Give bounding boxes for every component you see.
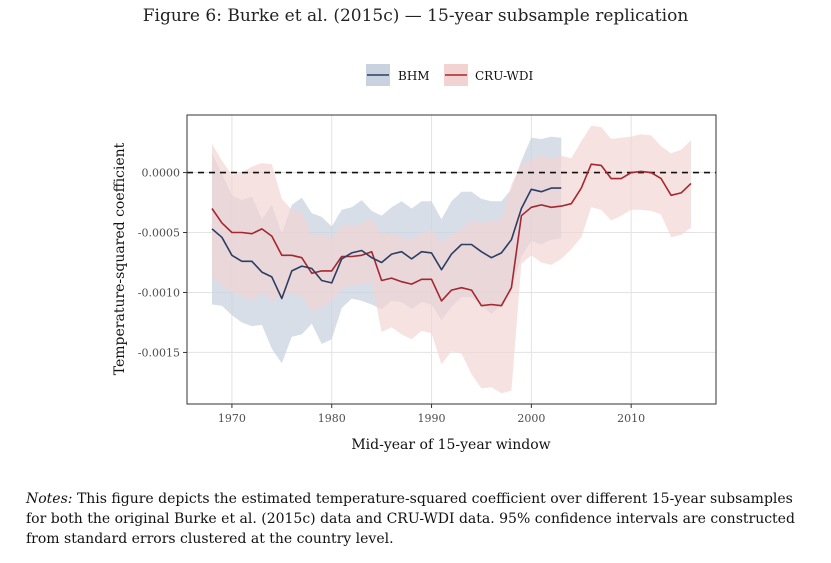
series-line-cru-wdi	[211, 163, 692, 307]
x-tick-label: 1980	[318, 412, 346, 425]
plot-panel-border	[186, 114, 717, 405]
y-axis-title: Temperature-squared coefficient	[112, 142, 128, 375]
y-tick-label: -0.0005	[138, 227, 180, 240]
legend: BHM CRU-WDI	[366, 64, 533, 86]
chart: BHM CRU-WDI 1970 1980 1990 2000 2010 0.0000 -…	[112, 64, 717, 453]
confidence-band-cru-wdi	[212, 125, 691, 394]
figure-notes: Notes: This figure depicts the estimated…	[26, 489, 816, 549]
notes-text: This figure depicts the estimated temper…	[26, 491, 795, 547]
y-tick-label: 0.0000	[142, 167, 181, 180]
x-tick-label: 2000	[517, 412, 545, 425]
legend-label-cru-wdi: CRU-WDI	[475, 69, 533, 83]
y-axis-ticks: 0.0000 -0.0005 -0.0010 -0.0015	[138, 167, 187, 359]
figure-title: Figure 6: Burke et al. (2015c) — 15-year…	[142, 6, 689, 26]
x-axis-ticks: 1970 1980 1990 2000 2010	[218, 404, 645, 425]
notes-label: Notes:	[26, 491, 73, 507]
x-tick-label: 2010	[617, 412, 645, 425]
y-tick-label: -0.0015	[138, 346, 180, 359]
x-tick-label: 1990	[418, 412, 446, 425]
confidence-bands	[212, 125, 691, 394]
y-tick-label: -0.0010	[138, 286, 180, 299]
legend-label-bhm: BHM	[398, 69, 430, 83]
series-lines	[211, 163, 692, 307]
x-axis-title: Mid-year of 15-year window	[351, 437, 550, 453]
series-line-bhm	[211, 187, 562, 300]
x-tick-label: 1970	[218, 412, 246, 425]
